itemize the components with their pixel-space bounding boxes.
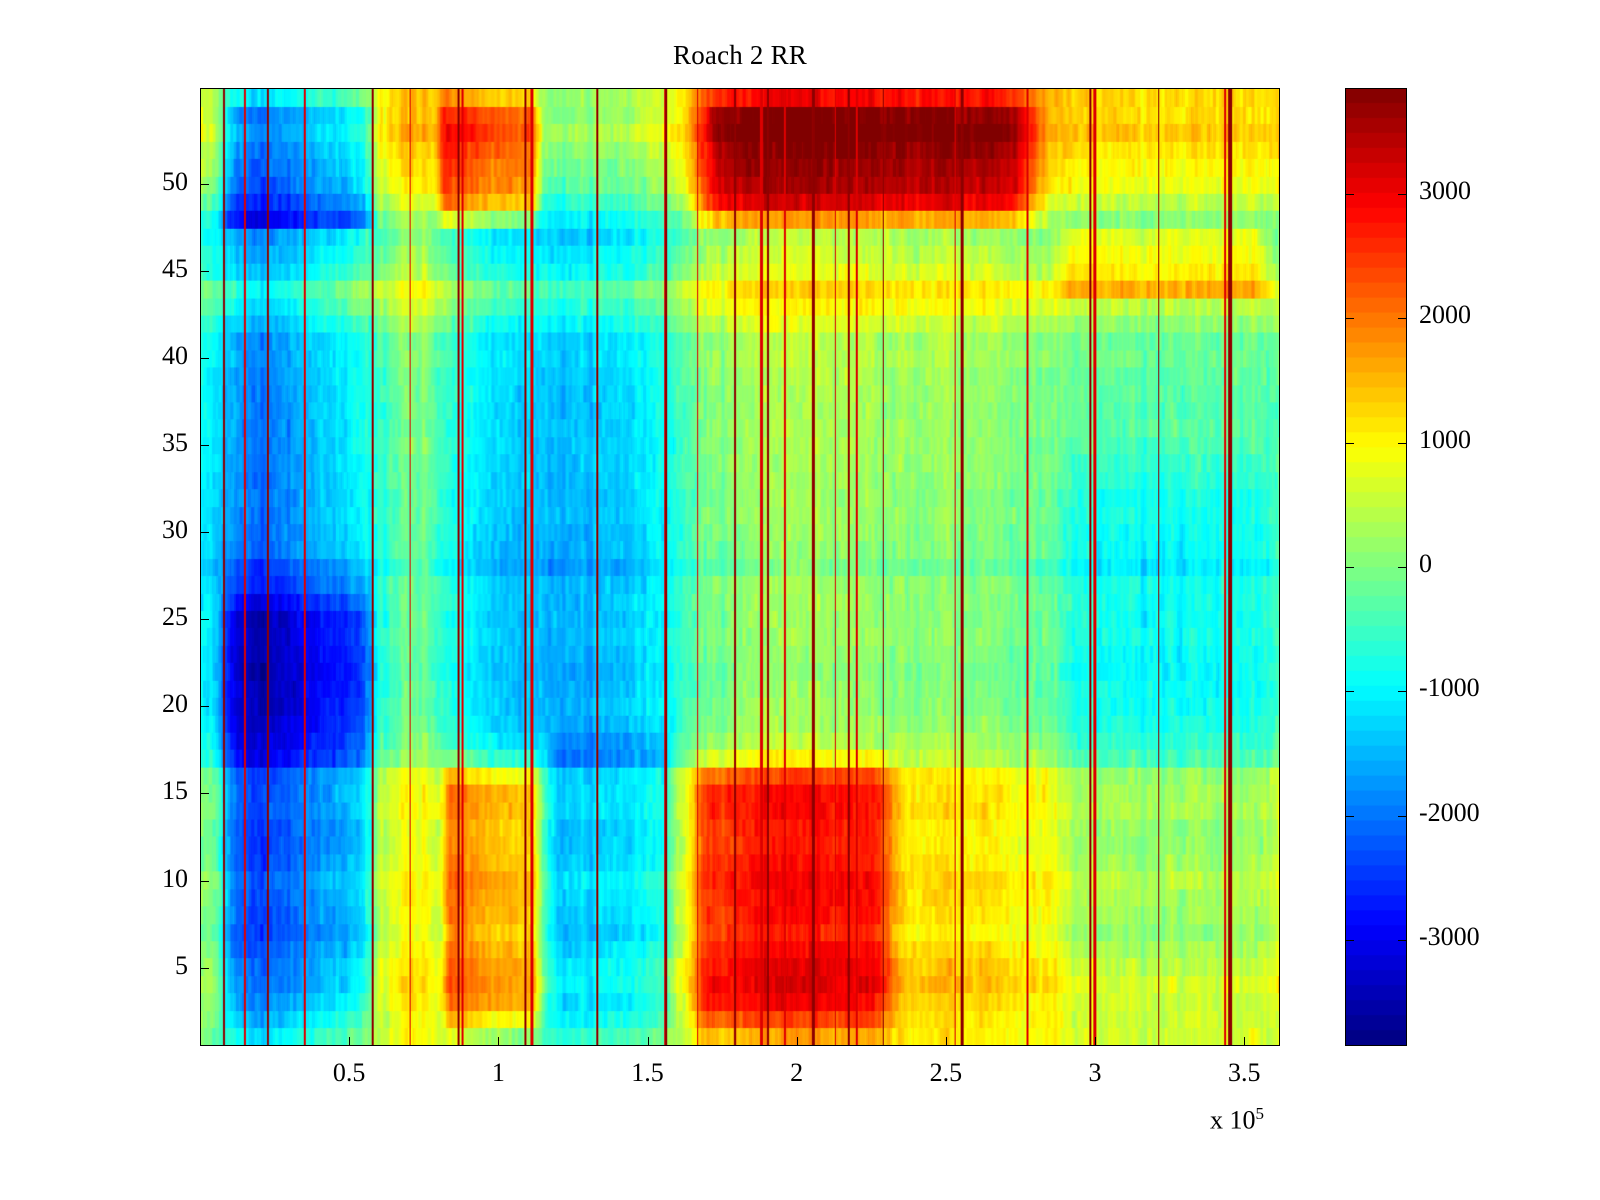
x-tick-label: 2: [790, 1058, 804, 1087]
x-tick-mark: [945, 1037, 947, 1046]
x-tick-label: 3.5: [1227, 1058, 1261, 1087]
y-tick-mark: [200, 445, 209, 447]
colorbar-tick-mark: [1398, 318, 1407, 320]
y-tick-mark: [200, 619, 209, 621]
colorbar-tick-label: 1000: [1419, 424, 1471, 454]
y-tick-label: 5: [175, 950, 188, 980]
page-title: Roach 2 RR: [673, 40, 807, 70]
colorbar-tick-mark: [1345, 442, 1354, 444]
colorbar-tick-mark: [1345, 193, 1354, 195]
colorbar-tick-mark: [1398, 940, 1407, 942]
colorbar-image: [1346, 89, 1406, 1045]
y-tick-mark: [200, 793, 209, 795]
y-tick-mark: [200, 967, 209, 969]
colorbar-tick-label: -2000: [1419, 797, 1480, 827]
y-tick-label: 25: [162, 602, 188, 632]
x-tick-mark: [349, 1037, 351, 1046]
y-tick-label: 20: [162, 689, 188, 719]
colorbar-tick-label: 3000: [1419, 175, 1471, 205]
colorbar-tick-label: 0: [1419, 549, 1432, 578]
y-tick-mark: [200, 706, 209, 708]
y-tick-label: 50: [162, 166, 188, 196]
y-tick-label: 45: [162, 253, 188, 283]
colorbar-tick-label: -1000: [1419, 673, 1480, 703]
x-exponent-mantissa: x 10: [1210, 1105, 1256, 1135]
x-tick-mark: [1095, 1037, 1097, 1046]
heatmap-axes[interactable]: [200, 88, 1280, 1046]
x-tick-mark: [647, 1037, 649, 1046]
colorbar-tick-mark: [1398, 442, 1407, 444]
colorbar-tick-mark: [1345, 318, 1354, 320]
x-exponent-power: 5: [1255, 1104, 1265, 1123]
y-tick-mark: [200, 183, 209, 185]
x-tick-label: 1.5: [631, 1058, 664, 1087]
x-tick-mark: [498, 1037, 500, 1046]
colorbar-tick-label: 2000: [1419, 300, 1471, 330]
y-tick-mark: [200, 270, 209, 272]
x-tick-label: 0.5: [332, 1058, 366, 1087]
colorbar-tick-mark: [1398, 691, 1407, 693]
y-tick-label: 10: [162, 863, 188, 893]
y-tick-label: 30: [162, 515, 188, 545]
x-tick-mark: [796, 1037, 798, 1046]
x-tick-label: 3: [1088, 1058, 1102, 1087]
x-tick-label: 2.5: [929, 1058, 963, 1087]
y-tick-label: 35: [162, 428, 188, 458]
x-axis-exponent-label: x 105: [1210, 1104, 1264, 1136]
colorbar[interactable]: [1345, 88, 1407, 1046]
y-tick-mark: [200, 880, 209, 882]
colorbar-tick-mark: [1345, 815, 1354, 817]
x-tick-label: 1: [491, 1058, 505, 1087]
colorbar-gradient: [1345, 88, 1407, 1046]
colorbar-tick-mark: [1345, 691, 1354, 693]
y-tick-mark: [200, 532, 209, 534]
y-tick-label: 15: [162, 776, 188, 806]
colorbar-tick-mark: [1398, 567, 1407, 568]
colorbar-tick-mark: [1398, 815, 1407, 817]
colorbar-tick-mark: [1398, 193, 1407, 195]
y-tick-mark: [200, 357, 209, 359]
y-tick-label: 40: [162, 340, 188, 370]
colorbar-tick-mark: [1345, 567, 1354, 568]
colorbar-tick-label: -3000: [1419, 922, 1480, 952]
colorbar-tick-mark: [1345, 940, 1354, 942]
heatmap-image: [201, 89, 1279, 1045]
x-tick-mark: [1244, 1037, 1246, 1046]
